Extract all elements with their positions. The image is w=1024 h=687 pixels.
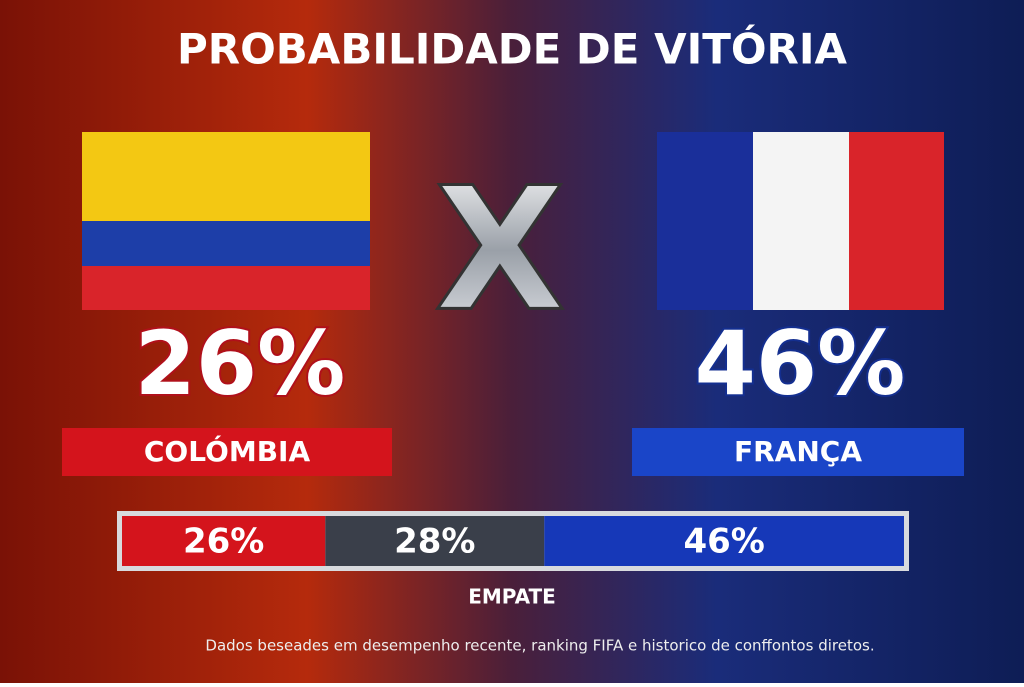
team-name: FRANÇA — [734, 435, 862, 468]
colombia-flag — [82, 132, 370, 310]
versus-mark: X — [434, 151, 565, 349]
bar-segment — [122, 516, 326, 566]
data-label: 46% — [683, 522, 764, 562]
footnote: Dados beseades em desempenho recente, ra… — [205, 637, 874, 655]
bar-segment — [325, 516, 545, 566]
ribbon — [62, 428, 392, 476]
data-label: 28% — [394, 522, 475, 562]
big-percent: 46% — [695, 312, 906, 415]
chart-title: PROBABILIDADE DE VITÓRIA — [177, 24, 848, 74]
bar-segment — [544, 516, 904, 566]
draw-label: EMPATE — [468, 585, 556, 609]
data-label: 26% — [183, 522, 264, 562]
ribbon — [632, 428, 964, 476]
team-name: COLÓMBIA — [144, 434, 311, 468]
france-flag — [657, 132, 944, 310]
big-percent: 26% — [135, 312, 346, 415]
